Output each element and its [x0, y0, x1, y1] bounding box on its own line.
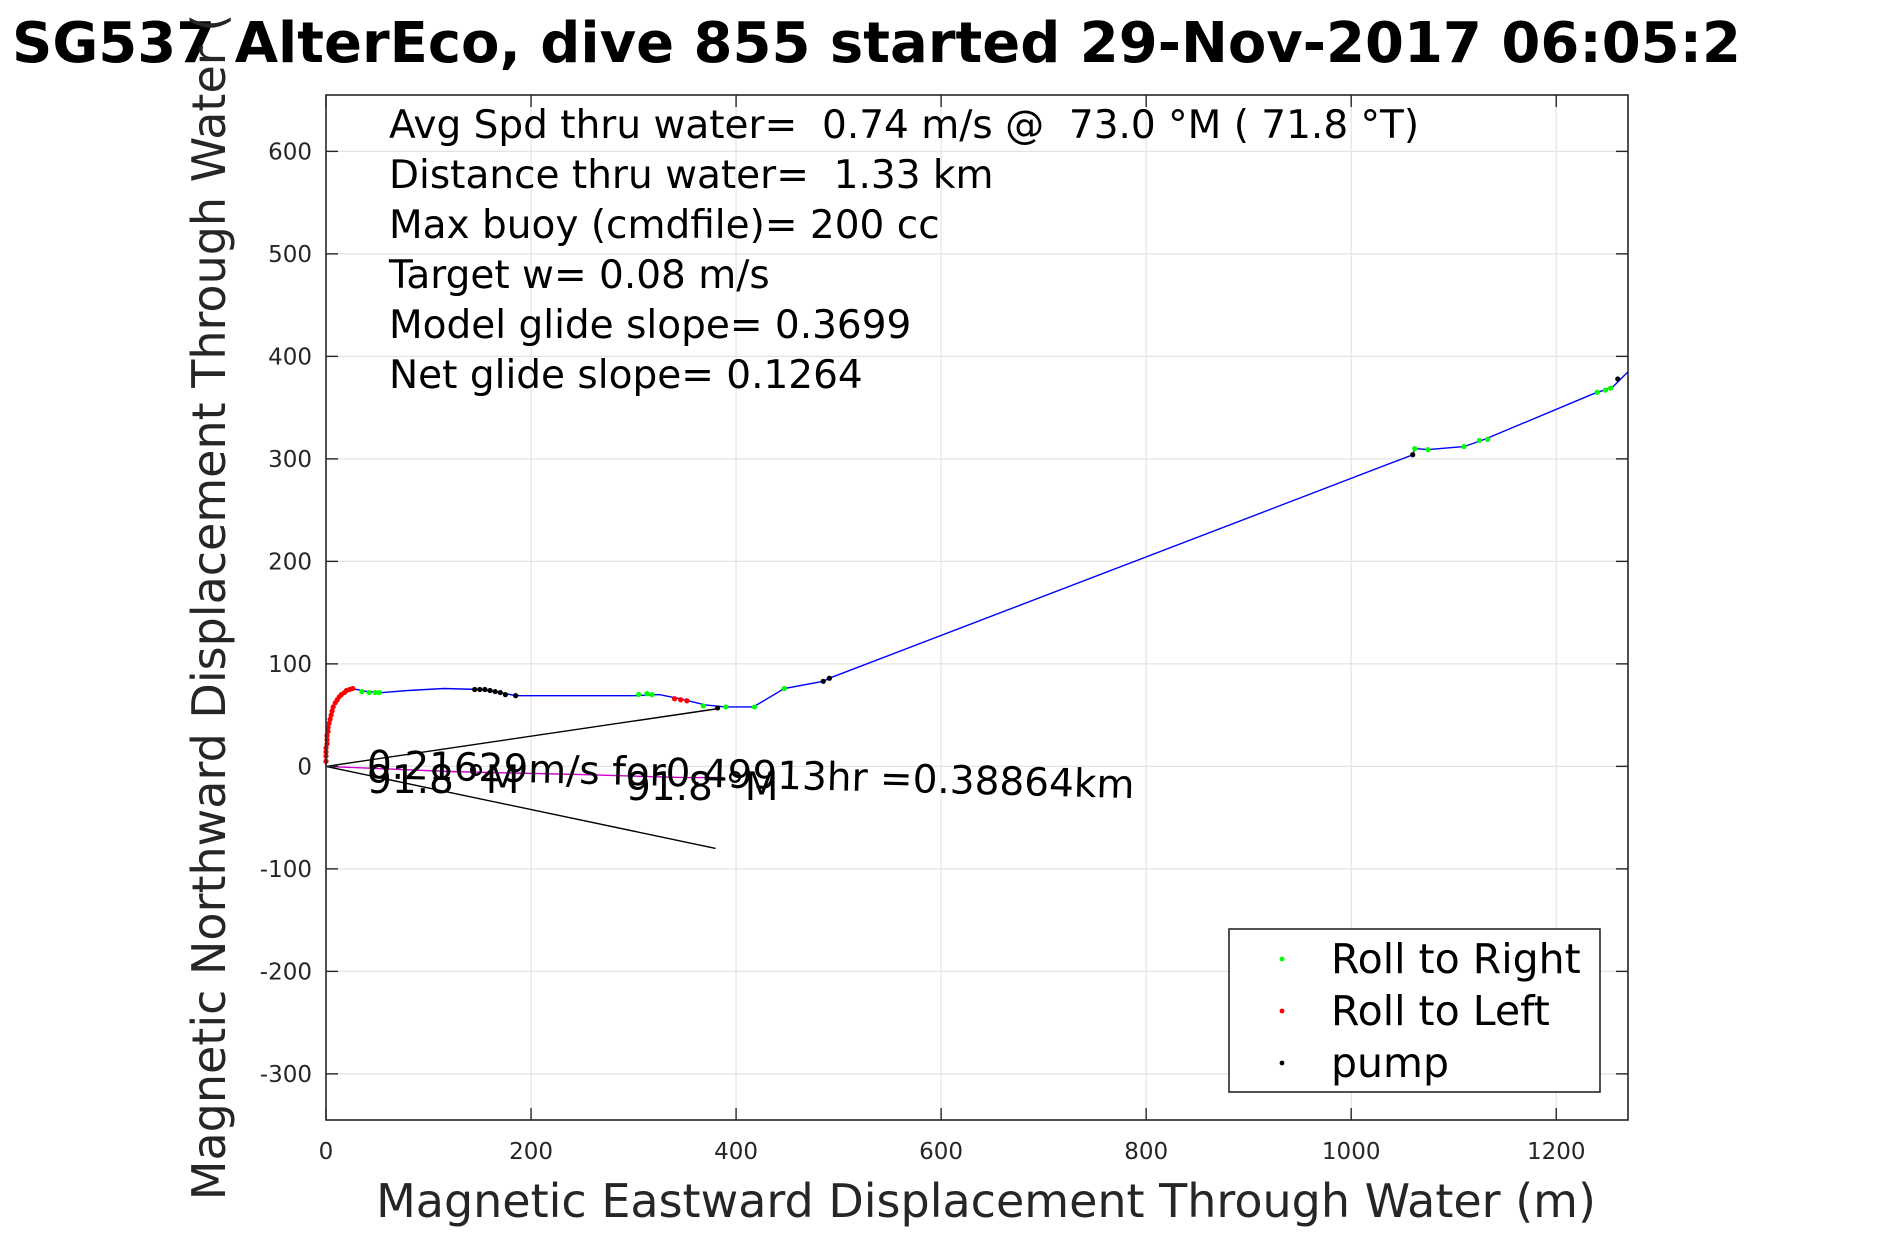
roll-to-left-marker — [329, 708, 335, 714]
heading-annotation-1: 91.8 °M — [367, 758, 519, 803]
y-axis-title: Magnetic Northward Displacement Through … — [182, 14, 236, 1200]
heading-line — [325, 708, 716, 768]
pump-marker — [826, 675, 832, 681]
roll-to-right-marker — [1484, 436, 1491, 442]
y-tick-label: 500 — [268, 242, 312, 268]
roll-to-left-marker — [684, 698, 690, 704]
roll-to-left-marker — [350, 685, 356, 692]
stat-max-buoy: Max buoy (cmdfile)= 200 cc — [389, 203, 940, 248]
x-axis-title: Magnetic Eastward Displacement Through W… — [376, 1174, 1596, 1228]
roll-to-right-marker — [1594, 389, 1600, 395]
legend-box — [1228, 928, 1601, 1093]
roll-to-right-marker — [1412, 446, 1418, 452]
roll-to-right-marker — [372, 689, 378, 696]
pump-marker — [487, 687, 493, 694]
roll-to-left-marker — [328, 712, 334, 718]
pump-marker — [477, 686, 483, 693]
y-tick-label: 100 — [268, 652, 312, 678]
roll-to-left-marker — [327, 716, 333, 722]
pump-marker — [715, 705, 721, 711]
roll-to-right-marker — [723, 704, 729, 710]
roll-to-right-marker — [751, 704, 758, 710]
pump-marker — [513, 693, 519, 699]
axis-ticks: 0 200 400 600 800 1000 1200 -300 -200 -100 0 100 200… — [260, 95, 1628, 1165]
roll-to-right-marker — [1461, 443, 1467, 450]
roll-to-right-marker — [359, 688, 365, 695]
pump-marker — [482, 686, 488, 693]
roll-to-left-marker — [326, 720, 332, 726]
roll-to-right-marker — [1607, 385, 1614, 391]
chart-title: SG537 AlterEco, dive 855 started 29-Nov-… — [12, 11, 1741, 76]
legend: Roll to Right Roll to Left pump — [1228, 928, 1601, 1093]
x-tick-label: 600 — [919, 1139, 963, 1165]
roll-to-right-marker — [376, 689, 382, 696]
y-tick-label: 400 — [268, 344, 312, 370]
legend-marker-pump — [1279, 1060, 1285, 1066]
current-line — [325, 765, 724, 779]
roll-to-right-marker — [366, 689, 372, 696]
roll-to-right-marker — [1476, 437, 1482, 444]
y-tick-label: 0 — [297, 754, 312, 780]
roll-to-left-marker — [678, 697, 684, 703]
legend-marker-roll-left — [1279, 1008, 1285, 1014]
plot-frame — [325, 94, 1629, 1121]
pump-marker — [1615, 376, 1621, 382]
roll-to-right-marker — [1602, 387, 1609, 393]
roll-to-right-marker — [781, 685, 787, 692]
x-tick-label: 800 — [1124, 1139, 1168, 1165]
pump-marker — [502, 692, 509, 698]
roll-to-right-marker — [636, 692, 642, 698]
roll-to-right-marker — [700, 703, 706, 709]
legend-label-pump: pump — [1331, 1039, 1449, 1087]
stats-block: Avg Spd thru water= 0.74 m/s @ 73.0 °M (… — [388, 103, 1419, 398]
x-tick-label: 400 — [714, 1139, 758, 1165]
pump-marker — [472, 686, 478, 693]
stat-model-glide-slope: Model glide slope= 0.3699 — [389, 303, 911, 348]
x-tick-label: 1200 — [1527, 1139, 1586, 1165]
stat-distance: Distance thru water= 1.33 km — [389, 153, 993, 198]
roll-to-right-marker — [1425, 447, 1431, 453]
y-tick-label: -100 — [260, 857, 312, 883]
roll-to-right-marker — [649, 692, 655, 698]
pump-marker — [1410, 452, 1416, 458]
pump-marker — [820, 678, 826, 684]
roll-to-right-marker — [644, 691, 650, 697]
legend-label-roll-left: Roll to Left — [1331, 987, 1550, 1035]
stat-net-glide-slope: Net glide slope= 0.1264 — [389, 353, 863, 398]
y-tick-label: -200 — [260, 959, 312, 985]
y-tick-label: 200 — [268, 549, 312, 575]
pump-marker — [497, 689, 503, 696]
heading-annotation-2: 91.8 °M — [626, 765, 778, 810]
x-tick-label: 200 — [509, 1139, 553, 1165]
roll-to-left-marker — [330, 704, 336, 710]
stat-avg-speed: Avg Spd thru water= 0.74 m/s @ 73.0 °M (… — [389, 103, 1419, 148]
pump-marker — [492, 688, 498, 695]
roll-to-left-marker — [671, 696, 678, 702]
x-tick-label: 0 — [319, 1139, 334, 1165]
y-tick-label: 600 — [268, 139, 312, 165]
stat-target-w: Target w= 0.08 m/s — [388, 253, 770, 298]
y-tick-label: -300 — [260, 1062, 312, 1088]
legend-marker-roll-right — [1279, 956, 1285, 962]
x-tick-label: 1000 — [1322, 1139, 1381, 1165]
y-tick-label: 300 — [268, 447, 312, 473]
legend-label-roll-right: Roll to Right — [1331, 935, 1581, 983]
series-markers — [323, 376, 1621, 764]
heading-line — [325, 765, 716, 850]
